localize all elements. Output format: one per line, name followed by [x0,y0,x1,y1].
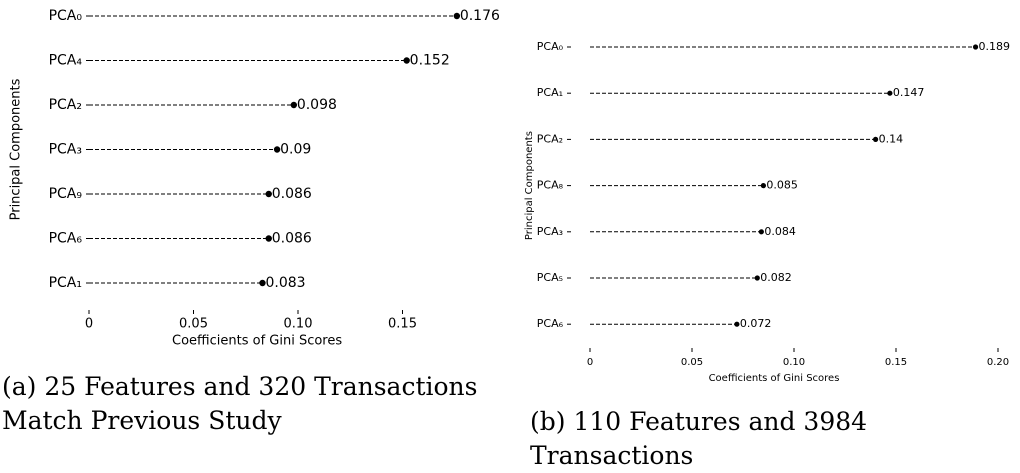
dot [265,235,272,242]
dot [760,183,767,189]
value-label: 0.085 [766,179,798,192]
value-label: 0.072 [740,317,772,330]
y-tick-label: PCA₃ [537,225,563,238]
y-axis-label: Principal Components [9,78,24,220]
y-tick-label: PCA₆ [537,317,564,330]
y-tick-label: PCA₃ [49,142,82,158]
value-label: 0.176 [460,8,500,24]
y-tick-label: PCA₅ [537,271,563,284]
dot [758,229,764,235]
x-tick-label: 0.20 [987,357,1009,368]
y-tick-label: PCA₀ [49,8,83,24]
value-label: 0.083 [265,275,305,291]
page: Principal Components Coefficients of Gini… [2,8,1011,470]
y-axis-label: Principal Components [524,131,535,240]
y-tick-label: PCA₈ [537,179,564,192]
dot [273,146,281,153]
x-tick-label: 0.05 [179,317,208,332]
dot [873,136,879,142]
dot [734,321,740,327]
x-tick-label: 0 [587,357,593,368]
x-tick-label: 0.05 [681,357,703,368]
value-label: 0.189 [979,40,1011,53]
y-tick-label: PCA₀ [537,40,564,53]
y-tick-label: PCA₄ [49,53,83,69]
dot [259,279,266,287]
value-label: 0.086 [272,231,312,247]
x-tick-label: 0.15 [885,357,907,368]
dot [887,90,893,96]
value-label: 0.084 [764,225,796,238]
value-label: 0.147 [893,86,925,99]
x-tick-label: 0.10 [284,317,313,332]
dot [972,44,979,50]
dot [290,101,298,109]
dot [453,12,461,20]
dot [403,57,410,64]
x-axis-label: Coefficients of Gini Scores [172,334,342,349]
value-label: 0.098 [297,97,337,113]
value-label: 0.14 [879,132,904,145]
x-tick-label: 0.10 [783,357,805,368]
y-tick-label: PCA₁ [537,86,563,99]
y-tick-label: PCA₂ [537,132,563,145]
caption: (b) 110 Features and 3984 Transactions [530,407,868,470]
caption: (a) 25 Features and 320 Transactions Mat… [2,372,478,435]
value-label: 0.09 [280,142,311,158]
y-tick-label: PCA₁ [49,275,82,291]
dot [265,190,272,198]
x-tick-label: 0.15 [388,317,417,332]
x-axis-label: Coefficients of Gini Scores [709,373,840,384]
x-tick-label: 0 [85,317,93,332]
value-label: 0.082 [760,271,792,284]
charts: Principal Components Coefficients of Gini… [9,8,1011,384]
value-label: 0.086 [272,186,312,202]
y-tick-label: PCA₆ [49,231,83,247]
y-tick-label: PCA₂ [49,97,82,113]
y-tick-label: PCA₉ [49,186,83,202]
value-label: 0.152 [410,53,450,69]
dot [754,275,760,281]
